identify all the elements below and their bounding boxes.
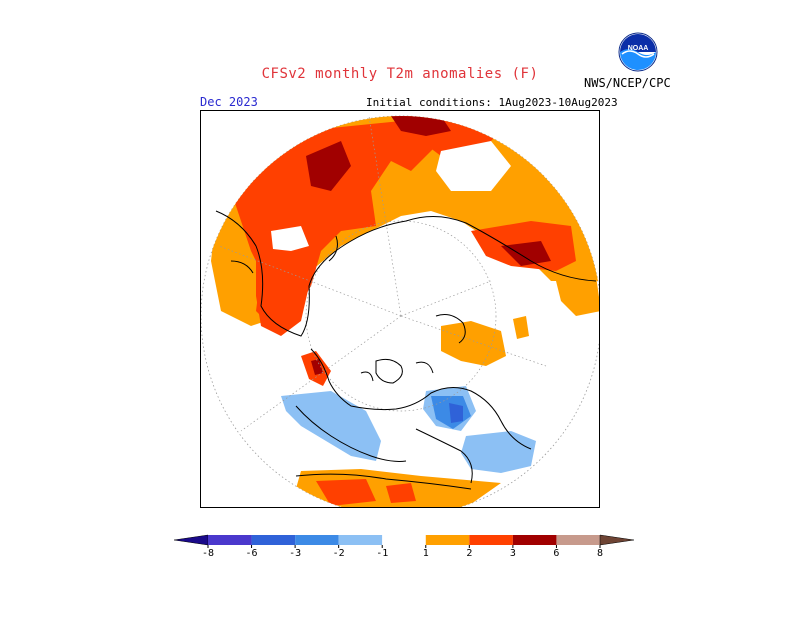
warm-anomaly-alaska-small (513, 316, 529, 339)
colorbar-tick-label: 8 (596, 548, 604, 559)
colorbar-bin (556, 535, 600, 545)
colorbar-tick-label: -8 (201, 548, 215, 559)
neutral-hole-central-asia (436, 141, 511, 191)
cold-anomaly-us-east (461, 431, 536, 473)
colorbar-tick-label: 6 (553, 548, 560, 559)
colorbar-bin (382, 535, 426, 545)
noaa-logo-icon: NOAA (618, 32, 658, 72)
colorbar-tick-label: -1 (376, 548, 389, 559)
colorbar-arrow-high (599, 534, 634, 546)
colorbar-tick-label: 2 (466, 548, 473, 559)
warm-anomaly-alaska (441, 321, 506, 366)
colorbar-tick-label: 1 (422, 548, 429, 559)
coastlines (215, 210, 597, 490)
polar-map-frame (200, 110, 600, 508)
colorbar-bin (338, 535, 383, 545)
warm-anomaly-europe-west (256, 256, 309, 336)
colorbar-arrow-low (174, 534, 209, 546)
noaa-logo-text: NOAA (628, 45, 649, 52)
colorbar-bin (469, 535, 513, 545)
cold-anomaly-hudson (449, 403, 463, 423)
warm-anomaly-greenland-dark (311, 359, 323, 375)
colorbar-bin (251, 535, 296, 545)
warm-anomaly-darkred-1 (306, 141, 351, 191)
colorbar-tick-label: -3 (289, 548, 302, 559)
colorbar-bin (512, 535, 557, 545)
colorbar (174, 534, 634, 548)
forecast-month-label: Dec 2023 (200, 95, 258, 109)
polar-stereographic-map (201, 115, 599, 507)
colorbar-tick-label: 3 (509, 548, 516, 559)
colorbar-tick-label: -6 (245, 548, 258, 559)
warm-anomaly-bottom-red (316, 479, 376, 506)
cold-anomaly-canada-west (281, 391, 381, 461)
colorbar-bin (208, 535, 252, 545)
anomaly-fields (211, 116, 599, 507)
warm-anomaly-darkred-2 (391, 116, 451, 136)
map-title: CFSv2 monthly T2m anomalies (F) (261, 66, 539, 82)
neutral-hole-scandinavia (271, 226, 309, 251)
initial-conditions-label: Initial conditions: 1Aug2023-10Aug2023 (366, 96, 618, 109)
warm-anomaly-europe-orange (221, 269, 256, 296)
graticule (218, 115, 547, 432)
colorbar-bin (295, 535, 339, 545)
colorbar-tick-label: -2 (332, 548, 345, 559)
colorbar-bin (425, 535, 470, 545)
warm-anomaly-darkred-eastasia (501, 241, 551, 266)
organization-label: NWS/NCEP/CPC (584, 76, 671, 90)
warm-anomaly-bottom-red-2 (386, 483, 416, 503)
warm-anomaly-orange-pacific (556, 276, 599, 316)
